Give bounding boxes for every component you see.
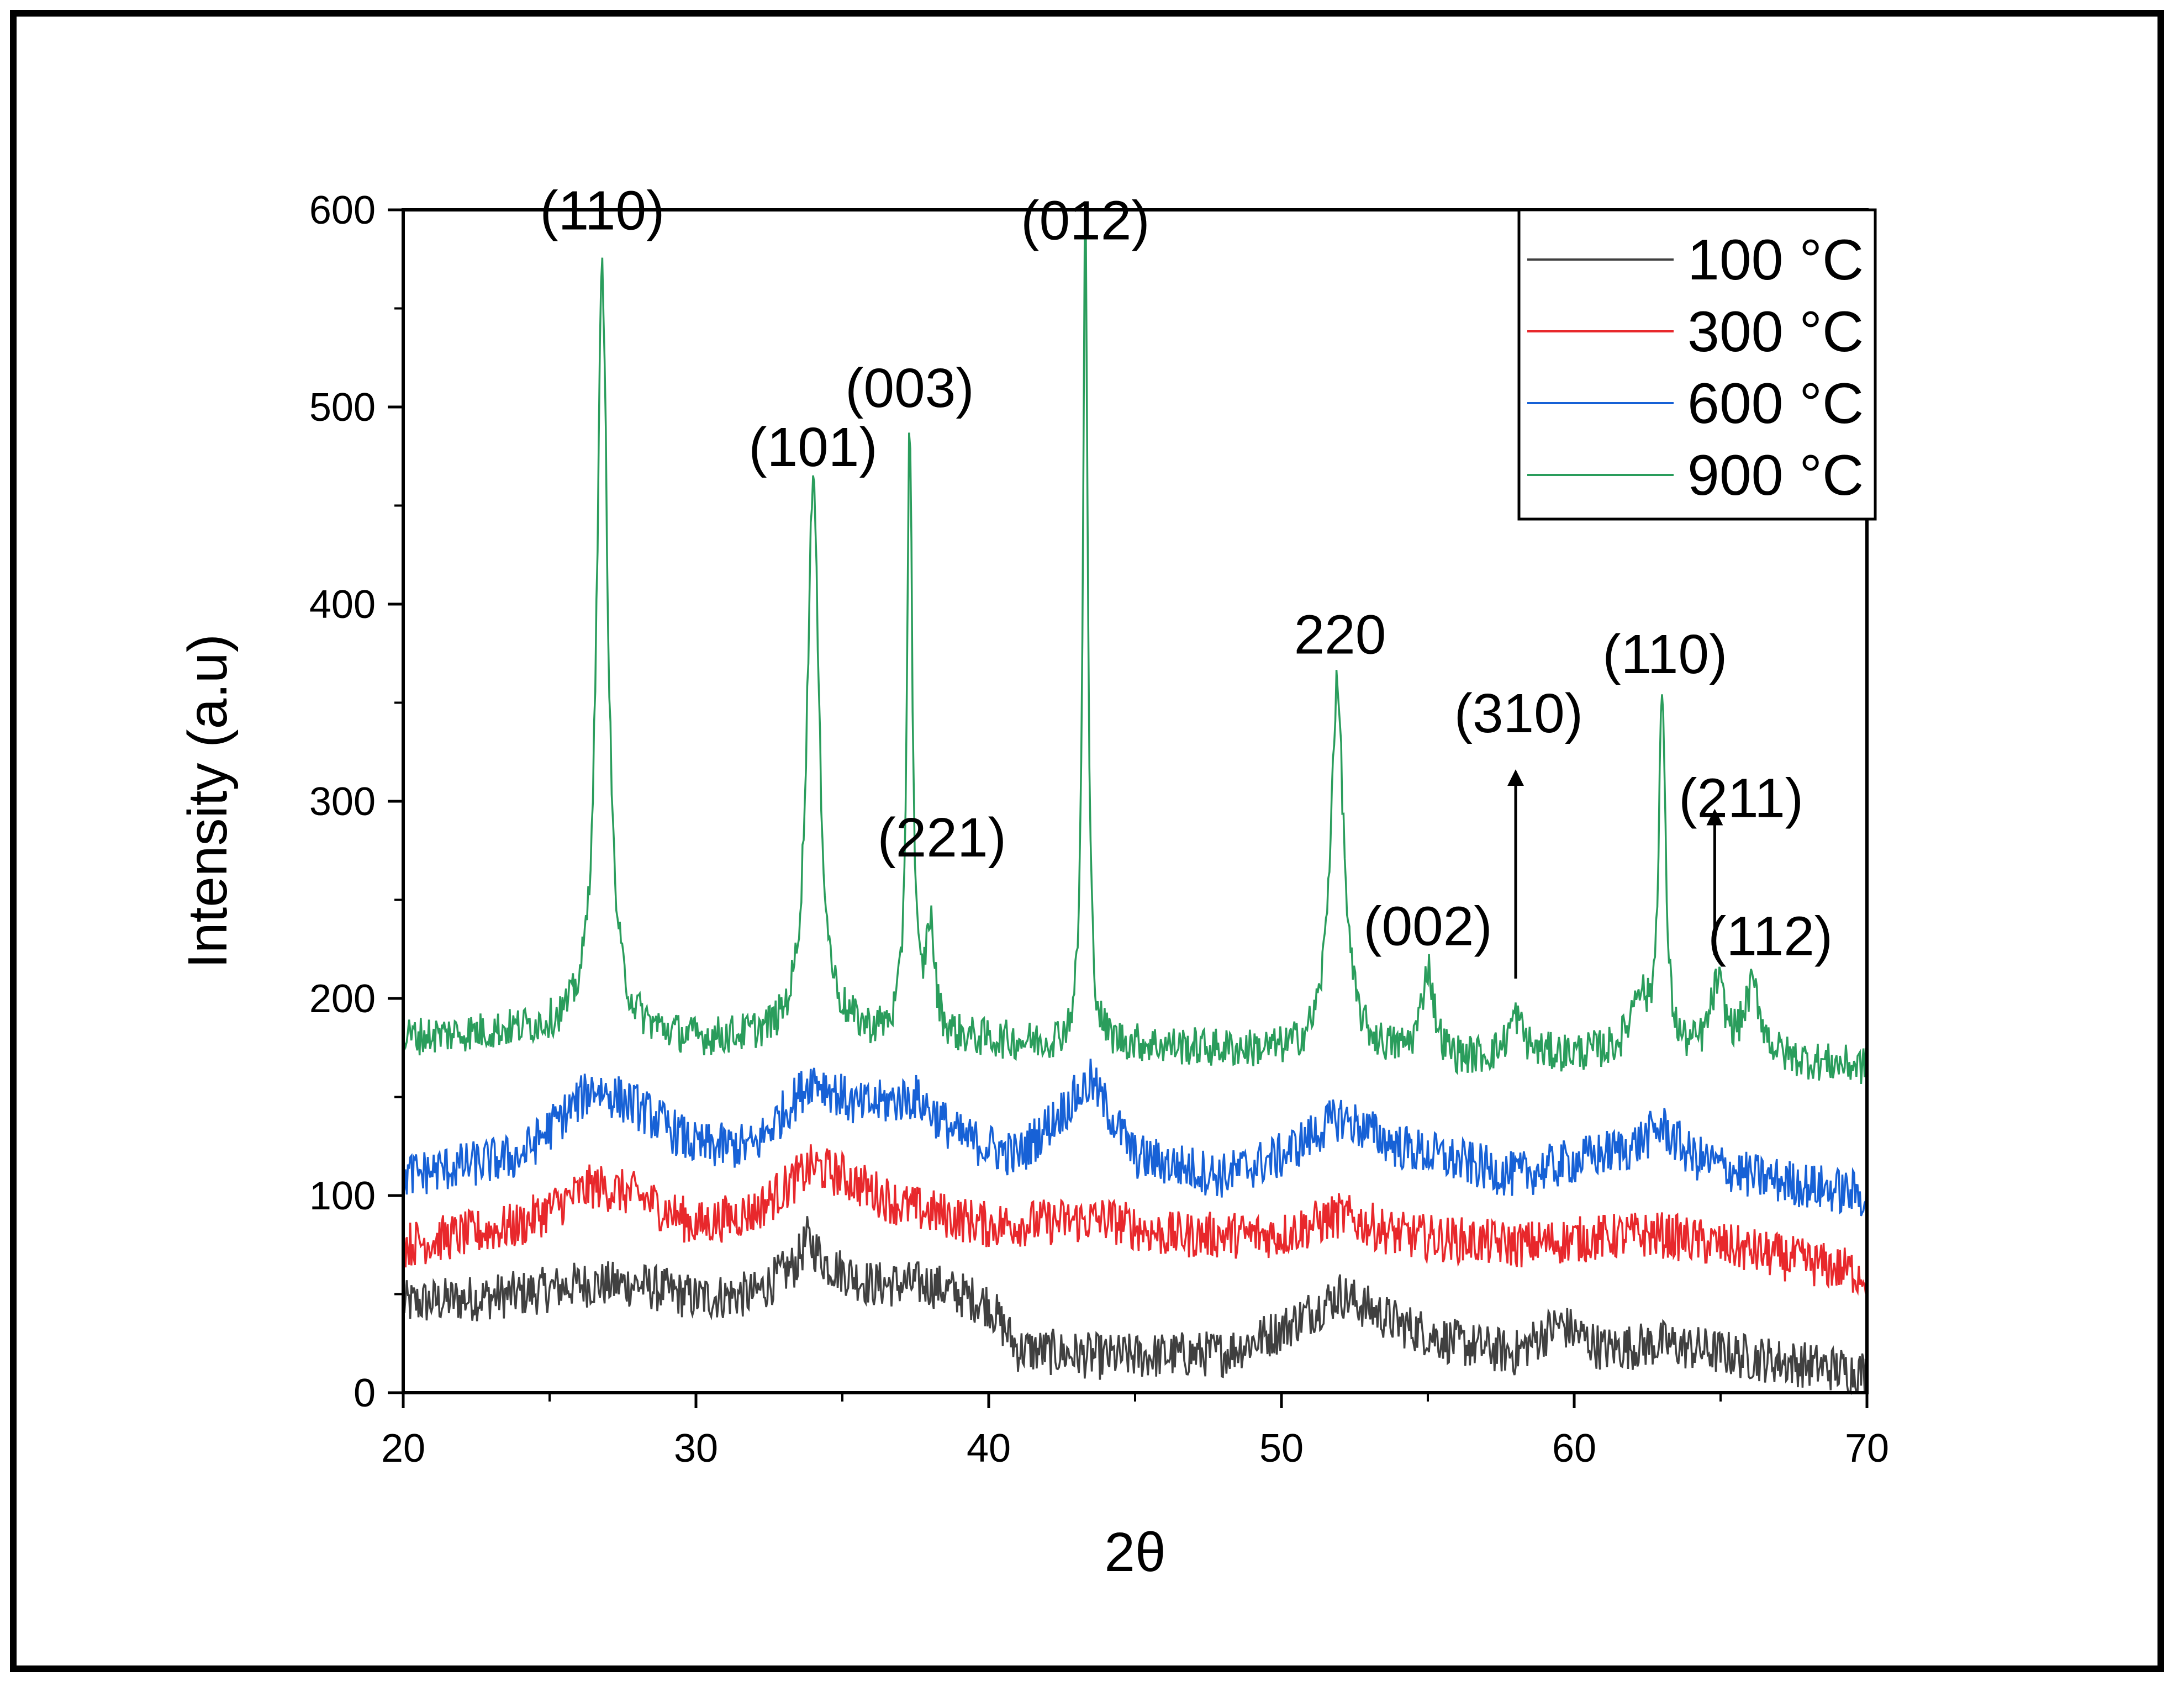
legend-box <box>1517 208 1877 521</box>
x-tick-label: 50 <box>1259 1426 1304 1471</box>
y-tick-label: 600 <box>309 188 376 232</box>
peak-label-8: (110) <box>1602 623 1727 685</box>
peak-label-3: (221) <box>877 807 1006 869</box>
peak-label-5: 220 <box>1294 604 1386 665</box>
annotation-layer: (110) (101)(003) (221) (012) 220 (002) (310) (1… <box>540 180 1833 979</box>
legend: 100 °C 300 °C 600 °C 900 °C <box>1517 208 1877 521</box>
y-tick-label: 0 <box>354 1371 376 1415</box>
series-layer <box>402 238 1868 1395</box>
legend-label-3: 900 °C <box>1687 443 1864 507</box>
series-line-3 <box>402 238 1868 1085</box>
peak-label-7: (310) <box>1454 683 1583 744</box>
y-tick-label: 100 <box>309 1174 376 1218</box>
peak-label-10: (112) <box>1708 905 1833 967</box>
peak-label-6: (002) <box>1363 896 1492 958</box>
peak-label-1: (101) <box>748 416 877 478</box>
figure-frame: (110) (101) (003) (221) (012) 220 (002) (310) (1… <box>10 10 2164 1672</box>
x-axis-title: 2θ <box>1104 1521 1165 1583</box>
x-tick-label: 30 <box>674 1426 718 1471</box>
y-axis-title: Intensity (a.u) <box>177 634 239 969</box>
peak-label-2: (003) <box>845 357 974 419</box>
legend-label-0: 100 °C <box>1687 228 1864 292</box>
legend-label-2: 600 °C <box>1687 372 1864 436</box>
x-tick-label: 40 <box>967 1426 1011 1471</box>
x-tick-label: 60 <box>1552 1426 1596 1471</box>
legend-label-1: 300 °C <box>1687 300 1864 364</box>
x-tick-label: 20 <box>381 1426 425 1471</box>
y-tick-label: 400 <box>309 583 376 627</box>
x-tick-label: 70 <box>1845 1426 1889 1471</box>
peak-label-4: (012) <box>1021 190 1149 252</box>
peak-label-9: (211) <box>1679 768 1803 829</box>
series-line-2 <box>402 1059 1868 1217</box>
y-tick-label: 200 <box>309 977 376 1021</box>
series-line-0 <box>402 1216 1868 1395</box>
y-tick-label: 300 <box>309 780 376 824</box>
series-line-1 <box>402 1144 1868 1296</box>
xrd-chart: (110) (101)(003) (221) (012) 220 (002) (310) (1… <box>177 180 1889 1583</box>
y-tick-label: 500 <box>309 385 376 430</box>
axis-layer: 20 30 40 50 60 70 0 100 200 300 400 500 600 <box>309 188 1889 1471</box>
